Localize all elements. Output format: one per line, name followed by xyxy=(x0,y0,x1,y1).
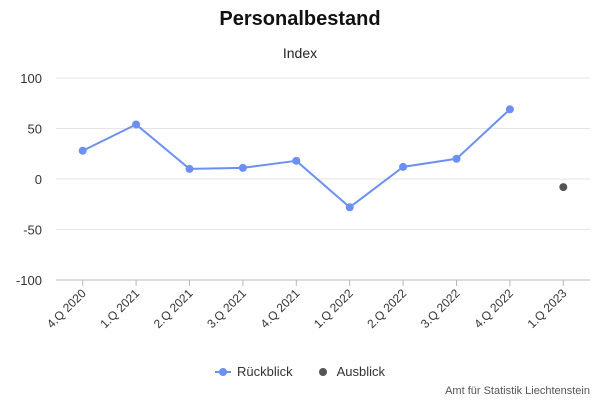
data-point-0-7 xyxy=(452,154,461,163)
legend-item-rueckblick[interactable]: Rückblick xyxy=(214,364,293,379)
legend-symbol-rueckblick xyxy=(214,367,231,376)
data-point-1-9 xyxy=(559,183,568,192)
x-tick-label: 3.Q 2022 xyxy=(418,286,463,331)
y-tick-label: -50 xyxy=(23,223,42,238)
chart-title: Personalbestand xyxy=(219,8,381,30)
legend-label-rueckblick: Rückblick xyxy=(236,364,293,379)
legend-item-ausblick[interactable]: Ausblick xyxy=(315,364,385,379)
x-tick-label: 1.Q 2021 xyxy=(97,286,142,331)
y-tick-label: 50 xyxy=(28,122,42,137)
x-tick-label: 4.Q 2021 xyxy=(258,286,303,331)
data-point-0-2 xyxy=(185,164,194,173)
data-point-0-5 xyxy=(345,203,354,212)
x-tick-label: 2.Q 2021 xyxy=(151,286,196,331)
x-tick-label: 4.Q 2020 xyxy=(44,286,89,331)
chart-subtitle: Index xyxy=(282,45,318,61)
data-point-0-6 xyxy=(399,162,408,171)
x-tick-label: 4.Q 2022 xyxy=(471,286,516,331)
x-tick-label: 3.Q 2021 xyxy=(204,286,249,331)
data-point-0-1 xyxy=(132,120,141,129)
x-tick-label: 1.Q 2022 xyxy=(311,286,356,331)
x-tick-label: 2.Q 2022 xyxy=(364,286,409,331)
y-tick-label: -100 xyxy=(16,273,42,288)
legend-symbol-ausblick xyxy=(315,367,331,376)
data-point-0-4 xyxy=(292,156,301,165)
data-point-0-0 xyxy=(78,146,87,155)
x-tick-label: 1.Q 2023 xyxy=(525,286,570,331)
y-tick-label: 100 xyxy=(20,71,42,86)
data-point-0-3 xyxy=(238,163,247,172)
data-point-0-8 xyxy=(505,105,514,114)
legend-label-ausblick: Ausblick xyxy=(336,364,386,379)
legend: Rückblick Ausblick xyxy=(0,364,600,379)
y-tick-label: 0 xyxy=(35,172,42,187)
credit-text: Amt für Statistik Liechtenstein xyxy=(445,385,590,397)
